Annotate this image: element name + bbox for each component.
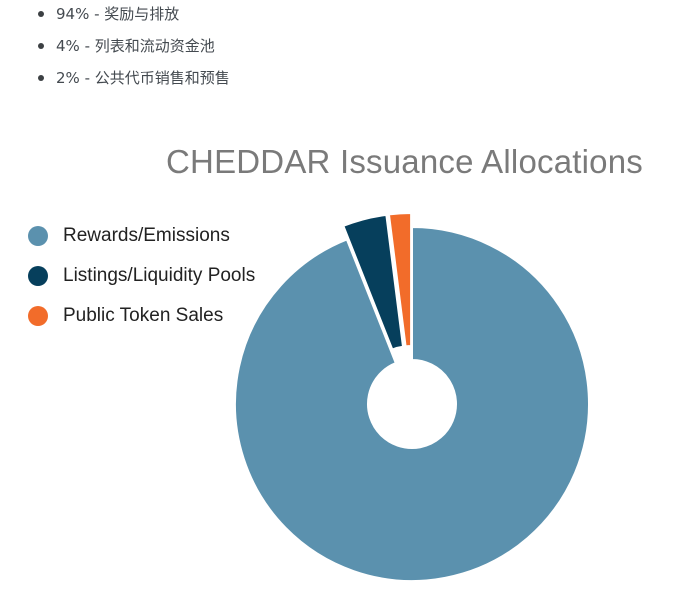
chart-title: CHEDDAR Issuance Allocations (166, 143, 643, 180)
allocation-bullet-list: 94% - 奖励与排放 4% - 列表和流动资金池 2% - 公共代币销售和预售 (38, 3, 230, 99)
legend-item-listings[interactable]: Listings/Liquidity Pools (28, 256, 255, 296)
pie-slice-listings[interactable] (342, 213, 405, 351)
legend-swatch-rewards (28, 226, 48, 246)
bullet-item-listings: 4% - 列表和流动资金池 (38, 35, 230, 67)
pie-slice-token-sales[interactable] (387, 212, 413, 348)
legend-label-rewards: Rewards/Emissions (63, 225, 230, 246)
chart-legend: Rewards/Emissions Listings/Liquidity Poo… (28, 216, 255, 336)
legend-swatch-token-sales (28, 306, 48, 326)
legend-item-token-sales[interactable]: Public Token Sales (28, 296, 255, 336)
bullet-item-rewards: 94% - 奖励与排放 (38, 3, 230, 35)
legend-swatch-listings (28, 266, 48, 286)
bullet-item-token-sales: 2% - 公共代币销售和预售 (38, 67, 230, 99)
legend-label-listings: Listings/Liquidity Pools (63, 265, 256, 286)
legend-label-token-sales: Public Token Sales (63, 305, 224, 326)
pie-slice-rewards[interactable] (234, 225, 590, 582)
legend-item-rewards[interactable]: Rewards/Emissions (28, 216, 255, 256)
